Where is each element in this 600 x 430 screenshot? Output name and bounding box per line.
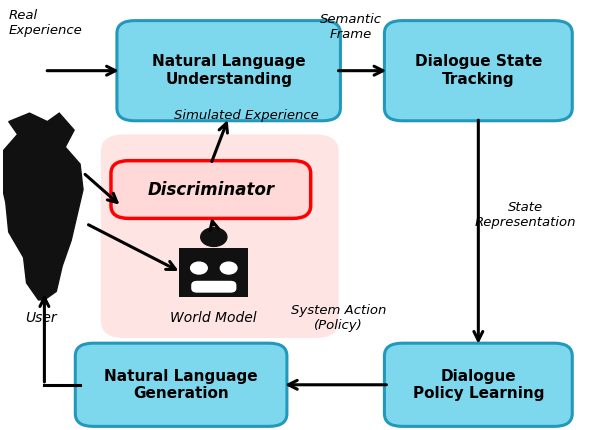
Text: Natural Language
Generation: Natural Language Generation bbox=[104, 369, 258, 401]
Text: Dialogue
Policy Learning: Dialogue Policy Learning bbox=[413, 369, 544, 401]
Polygon shape bbox=[0, 113, 83, 300]
FancyBboxPatch shape bbox=[385, 343, 572, 427]
Circle shape bbox=[201, 228, 227, 246]
Text: Natural Language
Understanding: Natural Language Understanding bbox=[152, 55, 305, 87]
Text: World Model: World Model bbox=[170, 310, 257, 325]
Circle shape bbox=[220, 262, 237, 274]
Text: Dialogue State
Tracking: Dialogue State Tracking bbox=[415, 55, 542, 87]
FancyBboxPatch shape bbox=[111, 161, 311, 218]
FancyBboxPatch shape bbox=[101, 134, 338, 338]
FancyBboxPatch shape bbox=[191, 281, 236, 293]
Text: State
Representation: State Representation bbox=[475, 201, 577, 229]
Text: System Action
(Policy): System Action (Policy) bbox=[291, 304, 386, 332]
FancyBboxPatch shape bbox=[385, 21, 572, 121]
Text: Simulated Experience: Simulated Experience bbox=[174, 109, 319, 122]
Text: Real
Experience: Real Experience bbox=[9, 9, 82, 37]
Circle shape bbox=[191, 262, 207, 274]
FancyBboxPatch shape bbox=[179, 248, 248, 297]
Text: Semantic
Frame: Semantic Frame bbox=[320, 13, 382, 41]
FancyBboxPatch shape bbox=[75, 343, 287, 427]
Text: User: User bbox=[26, 310, 57, 325]
Text: Discriminator: Discriminator bbox=[147, 181, 274, 199]
FancyBboxPatch shape bbox=[117, 21, 340, 121]
